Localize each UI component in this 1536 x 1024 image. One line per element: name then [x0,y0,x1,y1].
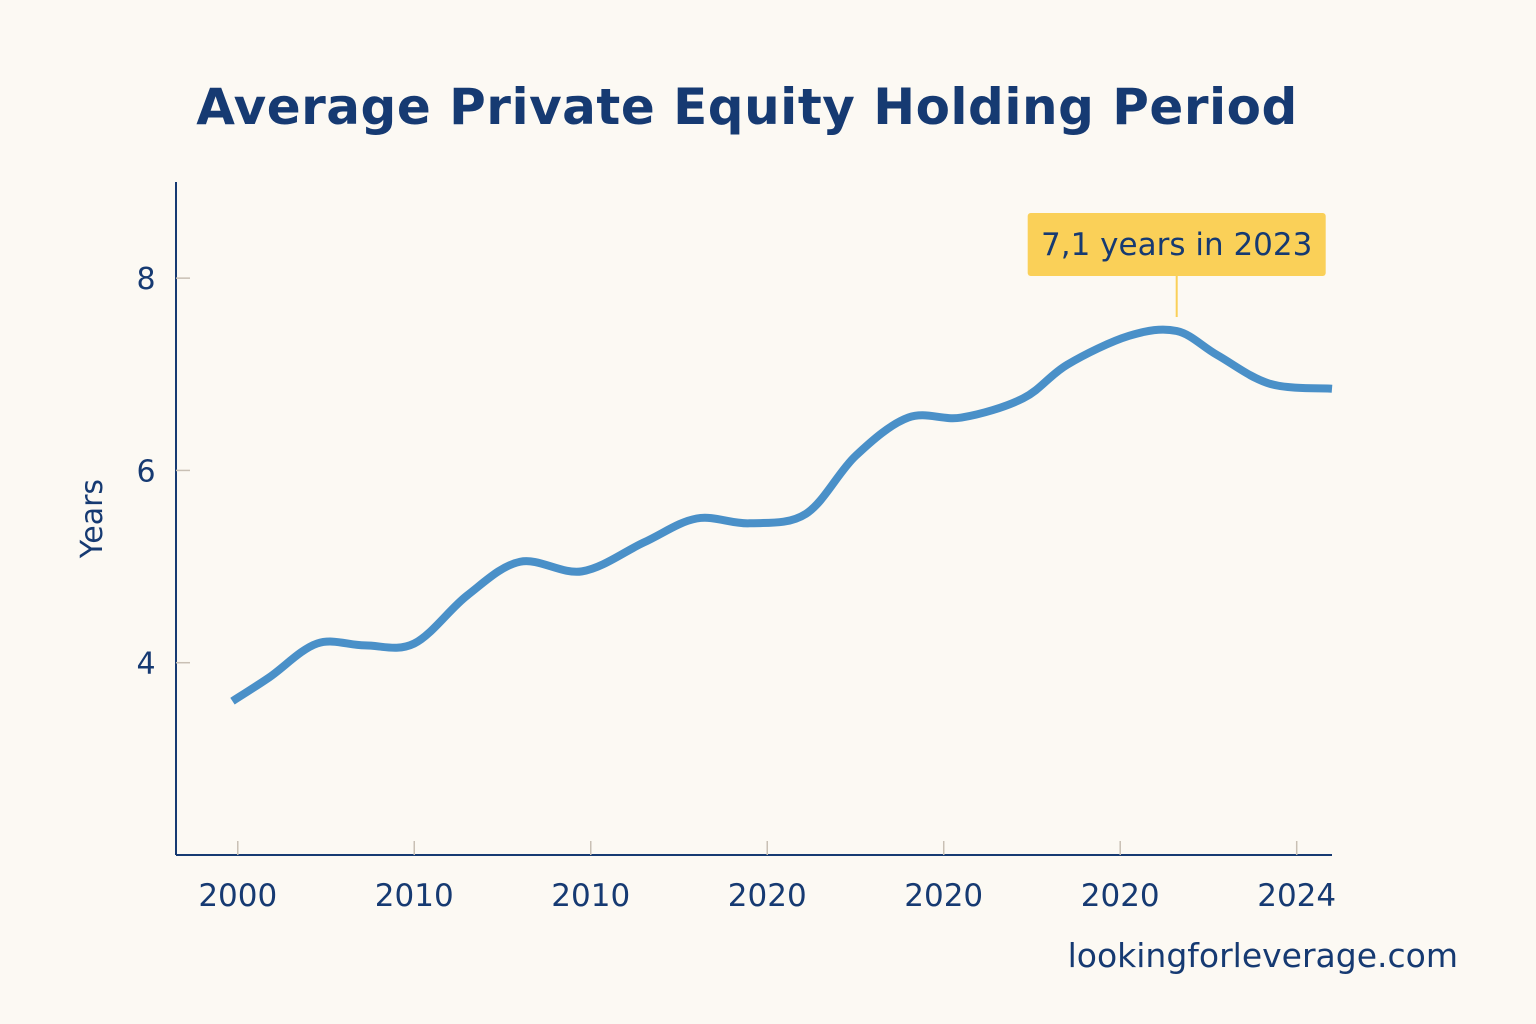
x-tick-label: 2010 [375,878,454,914]
x-tick-label: 2020 [1081,878,1160,914]
axes [175,182,1332,856]
x-tick-label: 2020 [904,878,983,914]
y-axis-ticks: 4 6 8 [136,262,190,682]
y-axis-label: Years [75,479,110,559]
x-tick-label: 2000 [198,878,277,914]
annotation: 7,1 years in 2023 [1027,213,1326,318]
y-tick-label: 4 [136,647,155,682]
x-tick-label: 2024 [1257,878,1336,914]
annotation-box [1027,213,1326,276]
y-tick-label: 6 [136,454,155,489]
x-axis-ticks: 2000 2010 2010 2020 2020 2020 2024 [198,841,1336,914]
series-group [230,325,1333,705]
chart-title: Average Private Equity Holding Period [196,78,1298,136]
watermark-text: lookingforleverage.com [1067,936,1458,975]
x-tick-label: 2020 [728,878,807,914]
annotation-label: 7,1 years in 2023 [1041,227,1312,263]
series-line [230,325,1333,705]
x-tick-label: 2010 [551,878,630,914]
y-tick-label: 8 [136,262,155,297]
